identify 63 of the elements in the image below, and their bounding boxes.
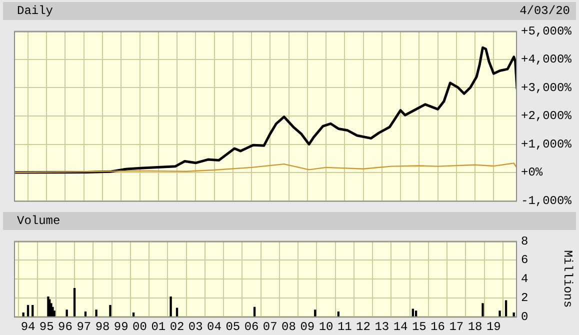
x-tick-label: 98 (95, 320, 110, 334)
bar (314, 310, 316, 316)
bar (176, 308, 178, 316)
bar (337, 312, 340, 316)
y-tick-label: +0% (521, 166, 544, 180)
bar (253, 306, 256, 316)
x-tick-label: 13 (374, 320, 390, 334)
chart-title: Daily (17, 4, 54, 18)
bar (32, 304, 34, 316)
x-tick-label: 08 (282, 320, 296, 334)
bar (498, 310, 501, 316)
y-tick-label: 6 (521, 253, 528, 268)
x-tick-label: 05 (226, 320, 240, 334)
x-tick-label: 09 (300, 320, 315, 334)
x-tick-label: 16 (430, 320, 445, 334)
bar (84, 312, 87, 316)
x-tick-label: 10 (318, 320, 334, 334)
x-tick-label: 07 (262, 320, 278, 334)
x-tick-label: 17 (449, 320, 464, 334)
x-tick-label: 03 (188, 320, 203, 334)
x-tick-label: 11 (337, 320, 352, 334)
x-tick-label: 06 (244, 320, 259, 334)
y-tick-label: +3,000% (521, 80, 572, 95)
x-tick-label: 96 (58, 320, 72, 334)
y-tick-label: +5,000% (521, 24, 572, 38)
bar (132, 312, 135, 316)
bar (414, 310, 418, 316)
bar (482, 303, 484, 316)
y-tick-label: +4,000% (521, 52, 572, 67)
x-tick-label: 94 (20, 320, 36, 334)
x-tick-label: 18 (468, 320, 482, 334)
x-tick-label: 19 (486, 320, 501, 334)
x-tick-label: 95 (39, 320, 54, 334)
x-tick-label: 99 (114, 320, 128, 334)
bar (109, 304, 112, 316)
x-tick-label: 04 (207, 320, 222, 334)
y-tick-label: +2,000% (521, 109, 572, 124)
x-tick-label: 97 (76, 320, 92, 334)
y-tick-label: 2 (521, 290, 528, 305)
x-tick-label: 01 (151, 320, 166, 334)
y-tick-label: -1,000% (521, 194, 572, 208)
y-tick-label: 4 (521, 272, 528, 286)
x-tick-label: 12 (356, 320, 370, 334)
bar (512, 312, 515, 316)
y-tick-label: 0 (521, 310, 528, 324)
x-tick-label: 02 (170, 320, 184, 334)
y-axis-title: Millions (560, 250, 575, 308)
y-tick-label: +1,000% (521, 137, 572, 152)
bar (73, 288, 76, 316)
x-tick-label: 14 (393, 320, 408, 334)
text: 4/03/20 (520, 4, 570, 18)
y-tick-label: 8 (521, 234, 528, 248)
chart-title: Volume (17, 214, 60, 228)
bar (22, 312, 24, 316)
x-tick-label: 15 (412, 320, 426, 334)
x-tick-label: 00 (132, 320, 147, 334)
bar (170, 296, 172, 316)
bar (26, 304, 30, 316)
bar (66, 310, 68, 316)
bar (504, 300, 508, 316)
bar (53, 310, 56, 316)
bar (95, 310, 98, 316)
bar (412, 308, 414, 316)
